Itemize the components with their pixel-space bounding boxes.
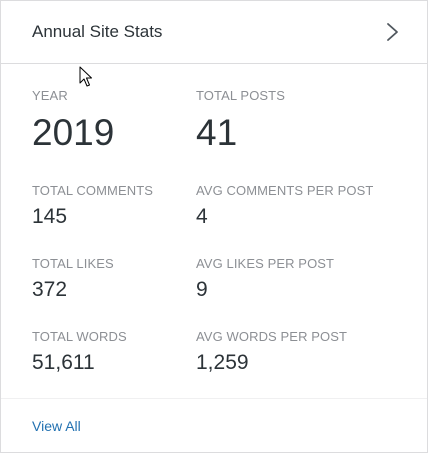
card-header[interactable]: Annual Site Stats xyxy=(1,1,427,64)
total-words-label: TOTAL WORDS xyxy=(32,329,127,344)
avg-comments-value: 4 xyxy=(196,205,208,228)
year-label: YEAR xyxy=(32,88,68,103)
avg-words-value: 1,259 xyxy=(196,351,249,374)
footer-divider xyxy=(1,398,427,399)
total-words-value: 51,611 xyxy=(32,351,95,374)
view-all-link[interactable]: View All xyxy=(32,418,81,434)
total-comments-value: 145 xyxy=(32,205,68,228)
avg-likes-label: AVG LIKES PER POST xyxy=(196,256,335,271)
chevron-right-icon[interactable] xyxy=(385,22,401,42)
card-title: Annual Site Stats xyxy=(32,22,163,41)
total-comments-label: TOTAL COMMENTS xyxy=(32,183,154,198)
total-likes-label: TOTAL LIKES xyxy=(32,256,114,271)
year-value: 2019 xyxy=(32,112,115,153)
total-posts-value: 41 xyxy=(196,112,238,153)
total-posts-label: TOTAL POSTS xyxy=(196,88,285,103)
total-likes-value: 372 xyxy=(32,278,68,301)
mouse-cursor-icon xyxy=(79,66,92,87)
avg-likes-value: 9 xyxy=(196,278,208,301)
avg-words-label: AVG WORDS PER POST xyxy=(196,329,348,344)
avg-comments-label: AVG COMMENTS PER POST xyxy=(196,183,374,198)
